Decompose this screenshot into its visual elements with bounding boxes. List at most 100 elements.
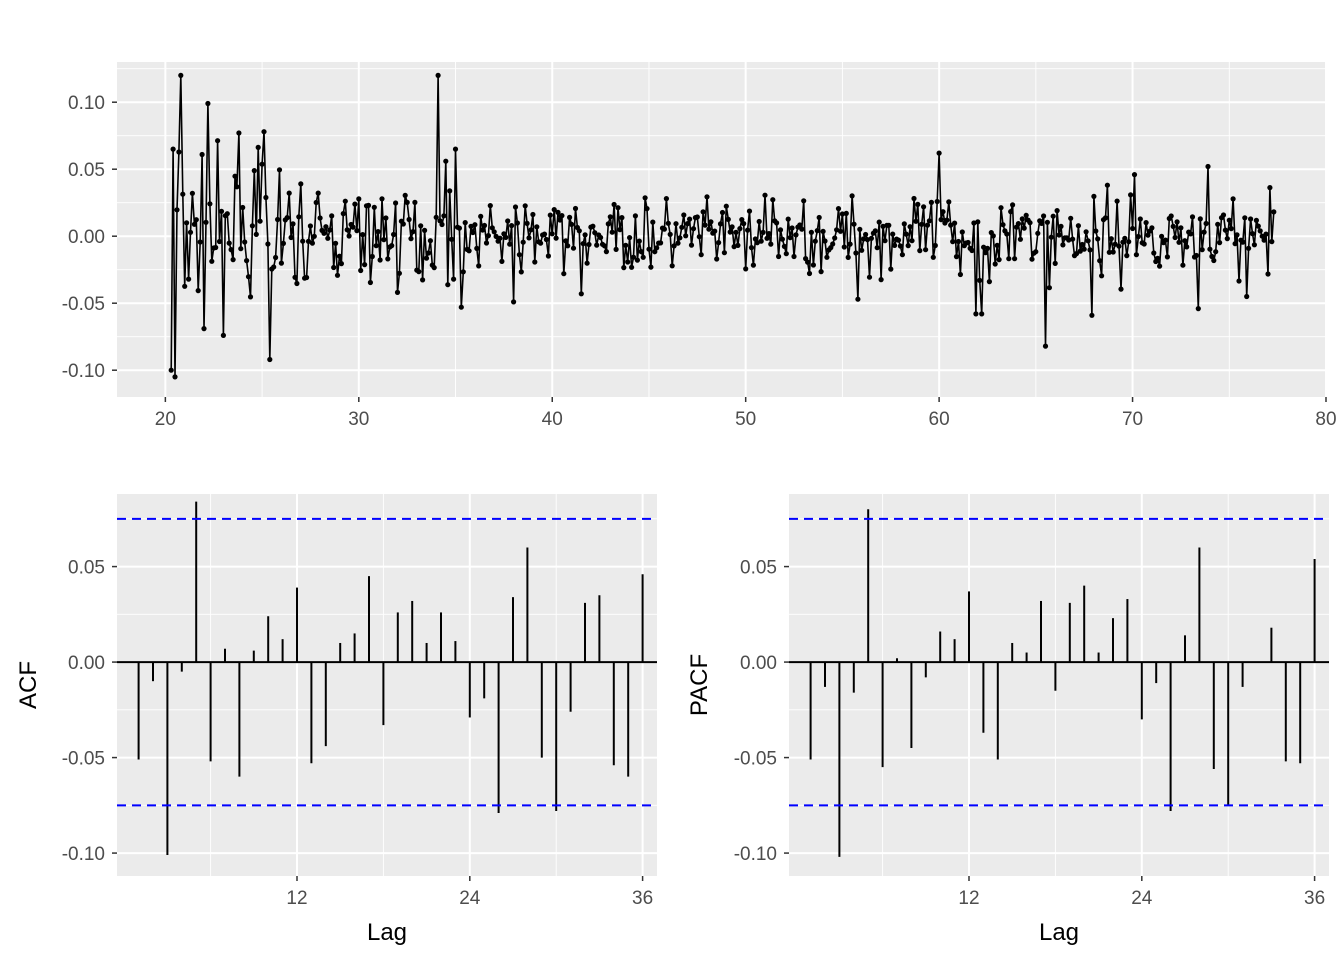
data-point (857, 226, 863, 232)
data-point (901, 221, 907, 227)
data-point (1097, 258, 1103, 264)
x-tick-label: 60 (929, 409, 950, 430)
data-point (816, 214, 822, 221)
data-point (955, 238, 962, 245)
data-point (317, 215, 323, 221)
data-point (853, 250, 859, 256)
y-tick-label: -0.10 (62, 844, 105, 865)
data-point (1248, 216, 1254, 222)
data-point (835, 206, 842, 212)
data-point (203, 219, 209, 225)
data-point (758, 238, 764, 244)
data-point (801, 198, 807, 204)
data-point (240, 204, 246, 211)
data-point (661, 226, 668, 232)
data-point (603, 249, 610, 255)
data-point (623, 242, 629, 248)
data-point (292, 274, 298, 280)
data-point (1209, 253, 1215, 260)
data-point (528, 227, 534, 233)
data-point (876, 219, 882, 225)
data-point (1164, 254, 1170, 260)
data-point (768, 241, 774, 247)
data-point (385, 256, 391, 262)
data-point (592, 230, 598, 236)
data-point (420, 277, 426, 283)
data-point (257, 218, 263, 224)
data-point (919, 221, 925, 227)
data-point (408, 236, 414, 242)
data-point (406, 216, 412, 223)
data-point (255, 144, 261, 150)
data-point (748, 245, 755, 251)
data-point (576, 228, 582, 234)
data-point (184, 220, 190, 226)
data-point (625, 259, 631, 265)
data-point (1106, 249, 1112, 255)
data-point (350, 224, 356, 230)
data-point (340, 211, 346, 217)
data-point (543, 236, 550, 243)
data-point (681, 212, 687, 218)
data-point (830, 241, 836, 247)
data-point (677, 235, 683, 241)
data-point (1093, 228, 1099, 234)
data-point (418, 223, 424, 229)
y-tick-label: 0.05 (68, 558, 105, 579)
data-point (652, 249, 658, 255)
data-point (810, 262, 817, 268)
data-point (1155, 255, 1161, 261)
data-point (1029, 256, 1035, 262)
data-point (427, 238, 433, 244)
data-point (1087, 247, 1093, 253)
data-point (512, 204, 519, 210)
data-point (300, 238, 306, 244)
data-point (532, 259, 538, 265)
data-point (489, 225, 495, 231)
data-point (435, 72, 441, 78)
data-point (1180, 262, 1186, 268)
panel-background (117, 494, 657, 876)
data-point (594, 242, 600, 248)
data-point (1126, 239, 1132, 245)
data-point (760, 229, 766, 235)
data-point (721, 250, 728, 256)
data-point (791, 253, 797, 260)
data-point (834, 227, 840, 233)
data-point (505, 218, 511, 224)
data-point (1145, 232, 1151, 238)
y-tick-label: 0.05 (740, 558, 777, 579)
data-point (658, 240, 664, 246)
data-point (472, 222, 478, 228)
y-axis-title: PACF (686, 654, 713, 716)
data-point (777, 227, 784, 233)
data-point (1089, 312, 1095, 318)
data-point (630, 254, 637, 260)
data-point (220, 332, 226, 338)
data-point (1217, 240, 1223, 246)
data-point (491, 229, 497, 235)
data-point (462, 220, 468, 226)
data-point (327, 227, 333, 233)
data-point (1244, 293, 1250, 300)
data-point (1224, 236, 1230, 242)
data-point (439, 221, 445, 228)
data-point (934, 198, 940, 205)
data-point (704, 194, 710, 200)
data-point (866, 274, 873, 280)
data-point (586, 241, 592, 248)
data-point (298, 181, 304, 187)
data-point (1124, 253, 1130, 259)
data-point (675, 240, 681, 246)
data-point (847, 241, 853, 247)
data-point (271, 264, 277, 270)
data-point (309, 240, 315, 246)
data-point (654, 245, 660, 251)
data-point (849, 193, 855, 199)
y-tick-label: -0.05 (62, 749, 105, 770)
data-point (487, 203, 493, 209)
data-point (776, 253, 782, 260)
data-point (1019, 216, 1025, 222)
data-point (1023, 212, 1029, 218)
x-tick-label: 24 (1131, 888, 1153, 909)
